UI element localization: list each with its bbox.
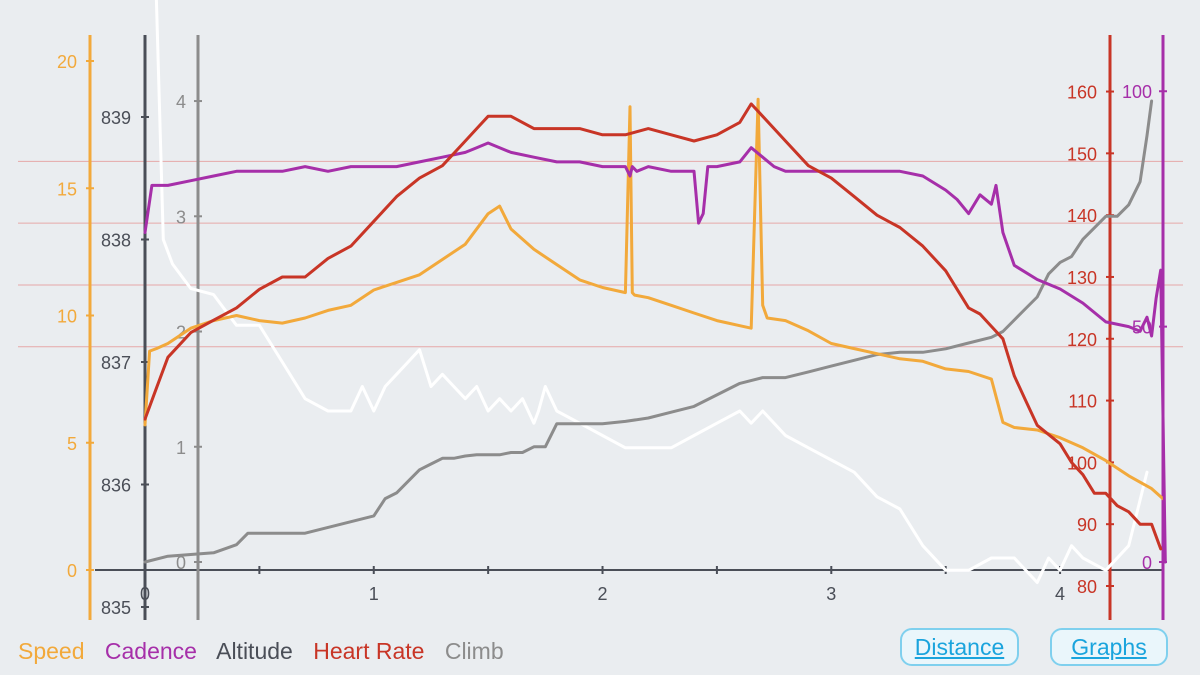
x-tick-label: 1 [369, 584, 379, 604]
climb-tick-label: 2 [176, 323, 186, 343]
distance-button[interactable]: Distance [900, 628, 1019, 666]
heart-rate-line [143, 102, 1163, 551]
cadence-tick-label: 100 [1122, 82, 1152, 102]
climb-tick-label: 1 [176, 438, 186, 458]
altitude-tick-label: 835 [101, 598, 131, 618]
legend-speed: Speed [18, 638, 85, 664]
heart-rate-tick-label: 100 [1067, 453, 1097, 473]
heart-rate-tick-label: 160 [1067, 83, 1097, 103]
speed-tick-label: 10 [57, 307, 77, 327]
legend-altitude: Altitude [216, 638, 293, 664]
multi-axis-line-chart[interactable]: 0 1 2 3 4 0 5 10 15 20 835 836 837 838 839 0 1 2 3 4 80 90 100… [0, 0, 1200, 620]
heart-rate-tick-label: 150 [1067, 144, 1097, 164]
speed-tick-label: 15 [57, 179, 77, 199]
speed-tick-label: 0 [67, 561, 77, 581]
heart-rate-tick-label: 80 [1077, 577, 1097, 597]
speed-tick-label: 5 [67, 434, 77, 454]
speed-line [143, 97, 1165, 501]
heart-rate-tick-label: 140 [1067, 206, 1097, 226]
heart-rate-tick-label: 120 [1067, 330, 1097, 350]
altitude-tick-label: 838 [101, 231, 131, 251]
legend-heart-rate: Heart Rate [313, 638, 425, 664]
legend-climb: Climb [444, 638, 504, 664]
x-tick-label: 2 [598, 584, 608, 604]
cadence-tick-label: 0 [1142, 553, 1152, 573]
heart-rate-tick-label: 90 [1077, 515, 1097, 535]
heart-rate-tick-label: 130 [1067, 268, 1097, 288]
speed-tick-label: 20 [57, 52, 77, 72]
heart-rate-tick-label: 110 [1068, 392, 1097, 412]
x-tick-label: 3 [826, 584, 836, 604]
climb-tick-label: 3 [176, 207, 186, 227]
altitude-tick-label: 839 [101, 108, 131, 128]
altitude-line [154, 0, 1149, 584]
graphs-button[interactable]: Graphs [1050, 628, 1168, 666]
climb-line [143, 99, 1154, 564]
altitude-tick-label: 836 [101, 476, 131, 496]
climb-tick-label: 4 [176, 92, 186, 112]
altitude-tick-label: 837 [101, 353, 131, 373]
cadence-line [143, 141, 1167, 564]
legend-cadence: Cadence [104, 638, 197, 664]
legend: Speed Cadence Altitude Heart Rate Climb [18, 638, 518, 665]
climb-tick-label: 0 [176, 553, 186, 573]
x-tick-label: 4 [1055, 584, 1065, 604]
